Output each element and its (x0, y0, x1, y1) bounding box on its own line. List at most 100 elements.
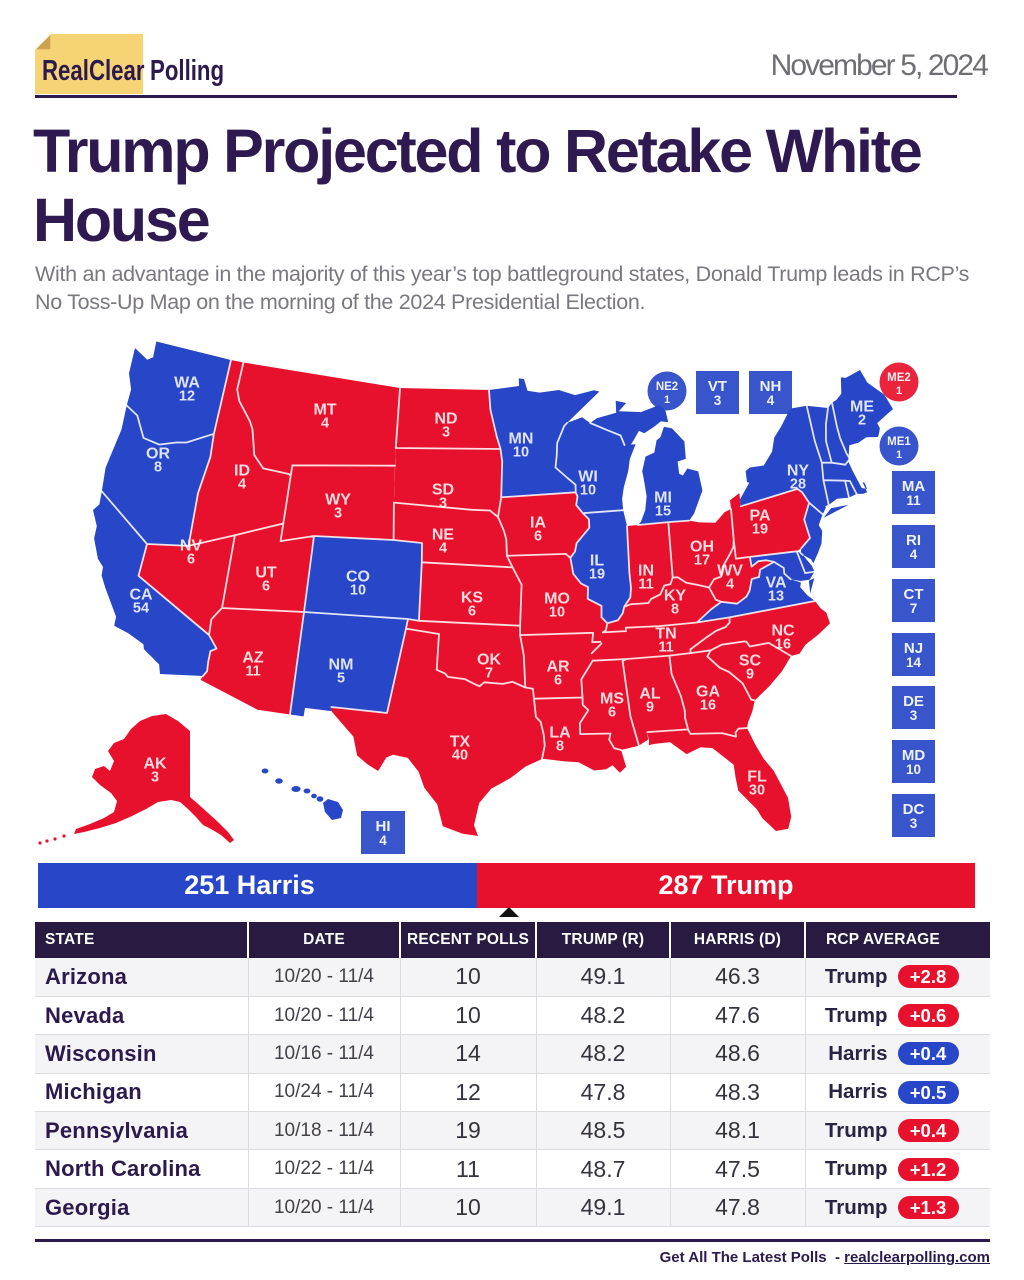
svg-text:1: 1 (896, 385, 902, 397)
svg-text:6: 6 (554, 673, 562, 689)
svg-text:UT: UT (255, 565, 277, 582)
svg-text:ND: ND (434, 411, 457, 428)
svg-text:WA: WA (174, 375, 200, 392)
svg-text:VT: VT (708, 378, 727, 395)
svg-text:WV: WV (717, 563, 743, 580)
svg-text:NJ: NJ (904, 640, 923, 657)
svg-text:14: 14 (906, 655, 922, 670)
svg-text:3: 3 (334, 506, 342, 522)
svg-text:IL: IL (590, 553, 604, 570)
svg-text:17: 17 (694, 553, 710, 569)
svg-text:RI: RI (906, 532, 921, 549)
svg-text:OK: OK (477, 652, 501, 669)
svg-text:4: 4 (767, 393, 775, 408)
svg-text:11: 11 (906, 493, 921, 508)
svg-text:3: 3 (910, 816, 918, 831)
svg-text:12: 12 (179, 389, 195, 405)
svg-text:TN: TN (655, 626, 676, 643)
svg-text:NM: NM (329, 657, 354, 674)
svg-text:OR: OR (146, 446, 170, 463)
svg-text:4: 4 (379, 833, 387, 848)
svg-text:TX: TX (450, 734, 471, 751)
svg-text:19: 19 (752, 522, 768, 538)
svg-text:11: 11 (245, 664, 260, 680)
svg-text:28: 28 (790, 477, 806, 493)
svg-text:DE: DE (903, 693, 924, 710)
svg-text:MD: MD (902, 747, 925, 764)
svg-text:6: 6 (608, 705, 616, 721)
svg-text:NE: NE (432, 527, 455, 544)
svg-text:11: 11 (658, 640, 673, 656)
svg-text:IN: IN (638, 563, 654, 580)
svg-text:19: 19 (589, 567, 605, 583)
svg-text:5: 5 (337, 671, 345, 687)
svg-text:WI: WI (578, 469, 598, 486)
svg-text:MI: MI (654, 490, 672, 507)
svg-text:8: 8 (154, 460, 162, 476)
svg-text:4: 4 (910, 547, 918, 562)
svg-text:6: 6 (262, 579, 270, 595)
svg-text:NE2: NE2 (656, 381, 678, 393)
svg-text:10: 10 (549, 605, 565, 621)
svg-text:16: 16 (700, 698, 716, 714)
svg-text:KY: KY (664, 588, 687, 605)
svg-text:30: 30 (749, 783, 765, 799)
svg-text:54: 54 (133, 601, 149, 617)
svg-text:CO: CO (346, 569, 370, 586)
svg-text:IA: IA (530, 515, 546, 532)
svg-text:NC: NC (771, 623, 795, 640)
svg-text:40: 40 (452, 748, 468, 764)
svg-text:2: 2 (858, 413, 866, 429)
svg-text:16: 16 (775, 637, 791, 653)
svg-text:GA: GA (696, 684, 720, 701)
svg-text:NV: NV (180, 538, 203, 555)
svg-text:SC: SC (739, 653, 762, 670)
svg-text:ME1: ME1 (887, 436, 911, 448)
svg-text:MO: MO (544, 591, 570, 608)
svg-text:DC: DC (903, 801, 925, 818)
svg-text:SD: SD (432, 482, 454, 499)
svg-text:NH: NH (760, 378, 782, 395)
svg-text:HI: HI (376, 818, 391, 835)
svg-text:7: 7 (485, 666, 493, 682)
svg-text:KS: KS (461, 590, 484, 607)
svg-text:OH: OH (690, 539, 714, 556)
svg-text:3: 3 (714, 393, 722, 408)
svg-text:LA: LA (549, 725, 571, 742)
svg-text:10: 10 (906, 762, 921, 777)
svg-text:3: 3 (439, 496, 447, 512)
svg-text:15: 15 (655, 504, 671, 520)
svg-text:9: 9 (746, 667, 754, 683)
svg-text:3: 3 (442, 425, 450, 441)
svg-text:MN: MN (509, 431, 534, 448)
svg-text:VA: VA (765, 575, 786, 592)
svg-text:AZ: AZ (242, 650, 264, 667)
svg-text:AR: AR (546, 659, 570, 676)
svg-text:4: 4 (726, 577, 734, 593)
svg-text:MT: MT (313, 402, 336, 419)
svg-text:10: 10 (350, 583, 366, 599)
svg-text:7: 7 (910, 601, 918, 616)
svg-text:AL: AL (639, 686, 661, 703)
svg-text:AK: AK (143, 756, 167, 773)
svg-text:11: 11 (638, 577, 653, 593)
svg-text:4: 4 (321, 416, 329, 432)
svg-text:6: 6 (468, 604, 476, 620)
svg-text:4: 4 (238, 477, 246, 493)
svg-text:WY: WY (325, 492, 351, 509)
svg-text:ID: ID (234, 463, 250, 480)
svg-text:NY: NY (787, 463, 810, 480)
svg-text:MA: MA (902, 478, 925, 495)
svg-text:MS: MS (600, 691, 624, 708)
svg-text:CT: CT (904, 586, 924, 603)
svg-text:8: 8 (671, 602, 679, 618)
svg-text:PA: PA (749, 508, 770, 525)
svg-text:3: 3 (151, 770, 159, 786)
svg-text:13: 13 (768, 589, 784, 605)
svg-text:CA: CA (129, 587, 153, 604)
svg-text:ME2: ME2 (887, 372, 911, 384)
svg-text:FL: FL (747, 769, 767, 786)
svg-text:ME: ME (850, 399, 874, 416)
svg-text:8: 8 (556, 739, 564, 755)
svg-text:6: 6 (187, 552, 195, 568)
